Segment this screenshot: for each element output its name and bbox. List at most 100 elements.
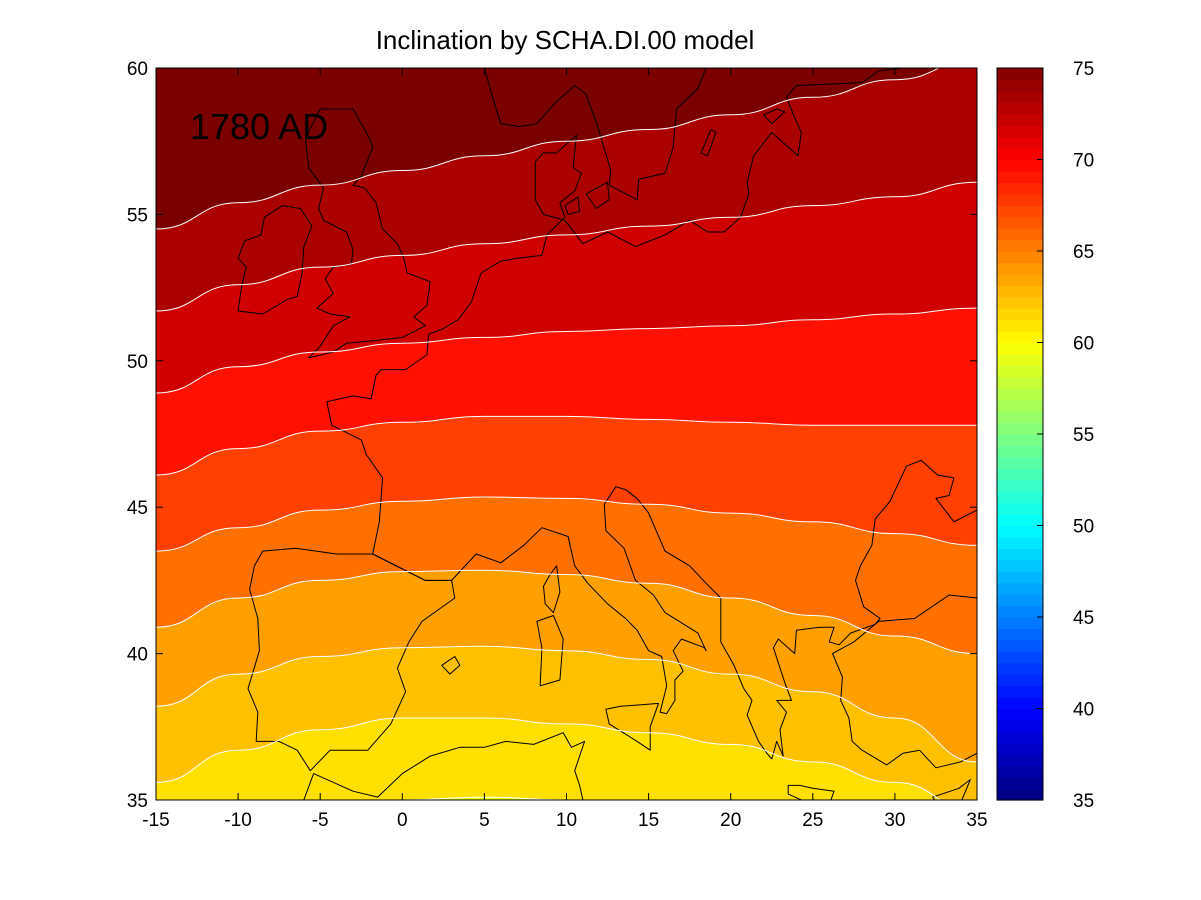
coast-sardinia (536, 615, 564, 687)
colorbar-step (997, 525, 1043, 538)
x-tick-label: 0 (397, 810, 408, 831)
colorbar-tick-label: 75 (1073, 59, 1094, 80)
colorbar-step (997, 68, 1043, 81)
colorbar-step (997, 148, 1043, 161)
colorbar-step (997, 205, 1043, 218)
contour-70 (156, 307, 977, 394)
colorbar-step (997, 571, 1043, 584)
colorbar-step (997, 319, 1043, 332)
colorbar-step (997, 502, 1043, 515)
colorbar-step (997, 651, 1043, 664)
y-tick-label: 35 (127, 791, 148, 812)
colorbar-tick-label: 35 (1073, 791, 1094, 812)
contour-72 (156, 181, 977, 312)
coast-funen (564, 196, 581, 215)
colorbar-tick-label: 40 (1073, 700, 1094, 721)
colorbar-step (997, 777, 1043, 790)
colorbar-step (997, 102, 1043, 115)
colorbar-step (997, 228, 1043, 241)
colorbar-step (997, 388, 1043, 401)
y-tick-label: 50 (127, 352, 148, 373)
coast-africa (303, 732, 586, 800)
colorbar-step (997, 434, 1043, 447)
contour-60 (156, 717, 942, 800)
coast-britain (304, 108, 431, 359)
colorbar-step (997, 353, 1043, 366)
x-tick-label: 30 (884, 810, 905, 831)
x-tick-label: -15 (142, 810, 169, 831)
map-plot-area (156, 68, 977, 800)
colorbar-step (997, 754, 1043, 767)
colorbar-step (997, 456, 1043, 469)
colorbar-tick-label: 65 (1073, 242, 1094, 263)
colorbar-step (997, 582, 1043, 595)
contour-66 (156, 496, 977, 552)
coast-mallorca (441, 656, 461, 675)
colorbar-step (997, 491, 1043, 504)
y-tick-label: 60 (127, 59, 148, 80)
epoch-annotation: 1780 AD (190, 106, 328, 147)
y-tick-label: 55 (127, 205, 148, 226)
colorbar-step (997, 514, 1043, 527)
x-tick-label: 15 (638, 810, 659, 831)
x-tick-label: -5 (312, 810, 329, 831)
colorbar-step (997, 605, 1043, 618)
colorbar-step (997, 90, 1043, 103)
colorbar-step (997, 765, 1043, 778)
colorbar-step (997, 548, 1043, 561)
colorbar-step (997, 468, 1043, 481)
colorbar-step (997, 445, 1043, 458)
colorbar-step (997, 411, 1043, 424)
coastlines (237, 68, 977, 800)
y-axis: 35 40 45 50 55 60 (127, 59, 977, 812)
colorbar-step (997, 182, 1043, 195)
contour-64 (156, 569, 977, 655)
coast-gotland (700, 129, 717, 157)
colorbar-step (997, 628, 1043, 641)
contour-74 (156, 68, 941, 230)
contour-68 (156, 415, 977, 476)
coast-cyprus (932, 779, 971, 800)
colorbar-step (997, 331, 1043, 344)
colorbar-step (997, 617, 1043, 630)
band-60 (156, 717, 941, 800)
colorbar-step (997, 113, 1043, 126)
colorbar-step (997, 239, 1043, 252)
colorbar-step (997, 731, 1043, 744)
colorbar-step (997, 719, 1043, 732)
colorbar-step (997, 136, 1043, 149)
colorbar-tick-label: 45 (1073, 608, 1094, 629)
x-tick-label: 20 (720, 810, 741, 831)
colorbar-tick-label: 60 (1073, 334, 1094, 355)
colorbar-step (997, 662, 1043, 675)
colorbar-step (997, 159, 1043, 172)
colorbar-tick-label: 55 (1073, 425, 1094, 446)
colorbar-tick-label: 70 (1073, 151, 1094, 172)
colorbar-step (997, 479, 1043, 492)
x-axis: -15 -10 -5 0 5 10 15 20 25 30 35 (142, 68, 988, 831)
colorbar-step (997, 79, 1043, 92)
colorbar-step (997, 376, 1043, 389)
chart-title: Inclination by SCHA.DI.00 model (376, 25, 755, 55)
colorbar-step (997, 685, 1043, 698)
coast-scandinavia (483, 68, 707, 201)
colorbar-step (997, 697, 1043, 710)
colorbar-step (997, 365, 1043, 378)
contour-62 (156, 645, 977, 763)
colorbar-step (997, 639, 1043, 652)
colorbar-tick-label: 50 (1073, 517, 1094, 538)
colorbar-step (997, 399, 1043, 412)
colorbar-step (997, 788, 1043, 801)
coast-saaremaa (763, 108, 786, 125)
colorbar-step (997, 216, 1043, 229)
x-tick-label: 5 (479, 810, 490, 831)
coast-ireland (237, 205, 313, 315)
colorbar-step (997, 742, 1043, 755)
y-tick-label: 40 (127, 645, 148, 666)
contour-lines (156, 68, 977, 800)
colorbar-step (997, 708, 1043, 721)
coast-anatolia (832, 594, 977, 769)
x-tick-label: 25 (802, 810, 823, 831)
colorbar-step (997, 296, 1043, 309)
coast-france_to_north_sea (326, 68, 977, 760)
